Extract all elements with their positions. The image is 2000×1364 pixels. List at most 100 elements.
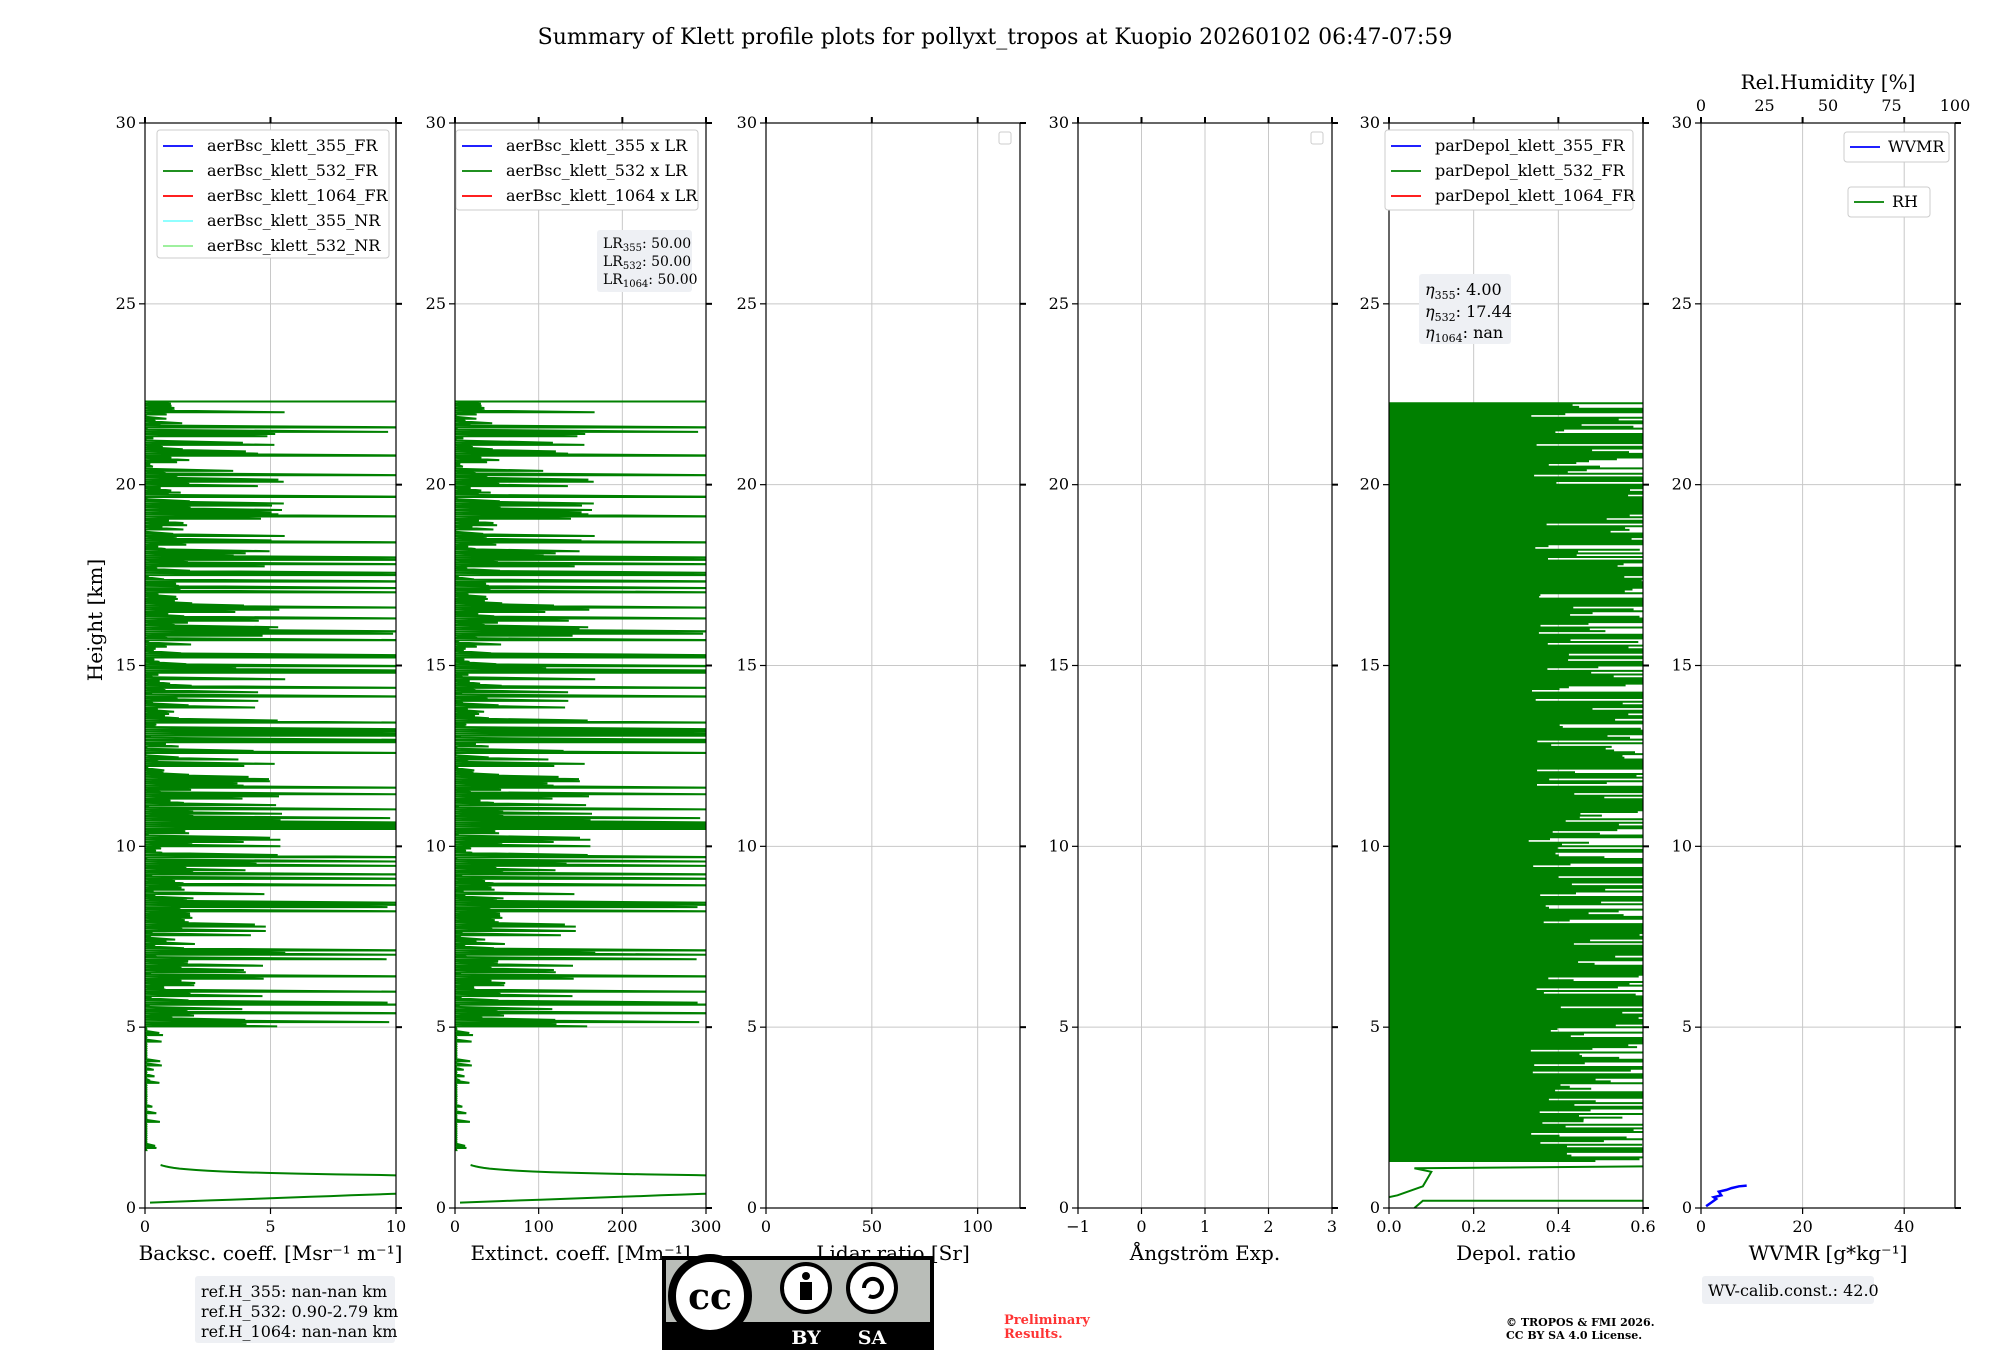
copyright-line-1: © TROPOS & FMI 2026. [1506,1316,1655,1329]
cc-icon [668,1254,752,1338]
y-tick-label: 10 [1049,836,1069,855]
sa-icon [846,1262,898,1314]
y-tick-label: 30 [1360,113,1380,132]
legend-box [156,129,390,259]
y-tick-label: 5 [1059,1017,1069,1036]
y-tick-label: 20 [1049,475,1069,494]
wv-calib-bg [1702,1276,1874,1304]
x-axis-label-depol: Depol. ratio [1456,1241,1576,1265]
by-person-head [802,1272,810,1280]
x-tick-label: 300 [691,1217,722,1236]
x-axis-label-backscatter: Backsc. coeff. [Msr⁻¹ m⁻¹] [139,1241,403,1265]
wv-calib-box: WV-calib.const.: 42.0 [1702,1276,1879,1304]
y-tick-label: 15 [1360,656,1380,675]
y-tick-label: 0 [747,1198,757,1217]
y-tick-label: 10 [1672,836,1692,855]
copyright-line-2: CC BY SA 4.0 License. [1506,1329,1642,1342]
y-tick-label: 0 [126,1198,136,1217]
wv-calib-text: WV-calib.const.: 42.0 [1708,1281,1879,1300]
legend-label: aerBsc_klett_532 x LR [506,161,688,180]
x-tick-label: 3 [1327,1217,1337,1236]
profiles-backscatter [145,400,396,1204]
y-tick-label: 30 [737,113,757,132]
legend-box [1847,186,1931,218]
legend-label: aerBsc_klett_1064 x LR [506,186,698,205]
empty-legend [1310,131,1324,145]
y-tick-label: 5 [1370,1017,1380,1036]
preliminary-text-1: Preliminary [1004,1313,1090,1328]
y-tick-label: 30 [1672,113,1692,132]
y-tick-label: 10 [116,836,136,855]
y-tick-label: 5 [126,1017,136,1036]
ref-height-bg [195,1276,395,1343]
y-tick-label: 15 [1672,656,1692,675]
top-x-tick-label: 0 [1696,96,1706,115]
cc-letters: cc [688,1276,732,1318]
profile-532-near-surface [459,1164,706,1204]
profile-532-near-surface [149,1164,396,1204]
x-tick-label: 50 [862,1217,882,1236]
y-tick-label: 25 [1049,294,1069,313]
y-tick-label: 10 [1360,836,1380,855]
x-tick-label: 40 [1894,1217,1914,1236]
y-tick-label: 5 [436,1017,446,1036]
by-label: BY [791,1327,821,1349]
x-axis-label-extinction: Extinct. coeff. [Mm⁻¹] [470,1241,690,1265]
ref-height-532: ref.H_532: 0.90-2.79 km [201,1302,398,1321]
y-tick-label: 0 [1682,1198,1692,1217]
x-tick-label: 200 [607,1217,638,1236]
legend-label: aerBsc_klett_1064_FR [207,186,389,205]
y-tick-label: 20 [116,475,136,494]
legend-label: WVMR [1888,137,1945,156]
legend-box [455,129,699,211]
x-tick-label: 0 [1136,1217,1146,1236]
y-tick-label: 20 [426,475,446,494]
y-tick-label: 20 [1672,475,1692,494]
profiles-extinction [455,400,706,1204]
profile-depol-532 [1389,402,1643,1208]
ref-height-1064: ref.H_1064: nan-nan km [201,1322,397,1341]
y-tick-label: 25 [426,294,446,313]
panel-backscatter: 0 5 10 15 20 25 30 0 5 10 Backsc. coeff. [Msr⁻¹ m⁻… [116,113,407,1265]
x-tick-label: 0 [761,1217,771,1236]
lr-note-line-2: LR532: 50.00 [603,254,691,272]
profile-532-upper [455,400,706,1152]
sa-label: SA [858,1327,887,1349]
y-tick-label: 15 [1049,656,1069,675]
y-tick-label: 15 [426,656,446,675]
x-tick-label: 20 [1792,1217,1812,1236]
y-axis-label: Height [km] [83,559,107,681]
y-tick-label: 5 [747,1017,757,1036]
x-tick-label: 0 [1696,1217,1706,1236]
ref-height-355: ref.H_355: nan-nan km [201,1282,387,1301]
legend-label: aerBsc_klett_355 x LR [506,136,688,155]
preliminary-text-2: Results. [1004,1327,1063,1342]
eta-note-line-3: η1064: nan [1425,323,1503,345]
y-tick-label: 0 [436,1198,446,1217]
legend-box [1384,129,1634,211]
x-tick-label: 0.0 [1376,1217,1401,1236]
eta-note-line-1: η355: 4.00 [1425,280,1502,302]
y-tick-label: 10 [737,836,757,855]
legend-label: aerBsc_klett_355_NR [207,211,381,230]
legend-label: parDepol_klett_355_FR [1435,136,1626,155]
y-tick-label: 30 [1049,113,1069,132]
y-tick-label: 0 [1059,1198,1069,1217]
lr-note-box: LR355: 50.00 LR532: 50.00 LR1064: 50.00 [597,230,698,292]
y-tick-label: 20 [737,475,757,494]
y-tick-label: 30 [426,113,446,132]
eta-note-line-2: η532: 17.44 [1425,302,1512,324]
y-tick-label: 25 [1672,294,1692,313]
eta-note-bg [1419,274,1511,344]
top-x-tick-label: 50 [1818,96,1838,115]
legend-label: RH [1892,192,1918,211]
legend-label: aerBsc_klett_355_FR [207,136,378,155]
y-tick-label: 5 [1682,1017,1692,1036]
x-tick-label: −1 [1066,1217,1090,1236]
top-x-axis-label: Rel.Humidity [%] [1741,70,1916,94]
